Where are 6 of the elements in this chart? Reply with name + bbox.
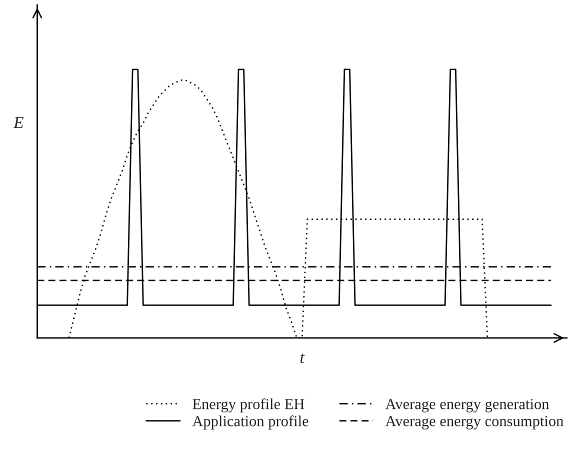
x-axis-title: t: [300, 353, 305, 363]
legend-label: Application profile: [192, 415, 308, 430]
legend-label: Energy profile EH: [192, 398, 304, 412]
legend-label: Average energy generation: [385, 398, 550, 412]
y-axis-title: E: [13, 117, 24, 128]
legend-label: Average energy consumption: [385, 416, 564, 430]
